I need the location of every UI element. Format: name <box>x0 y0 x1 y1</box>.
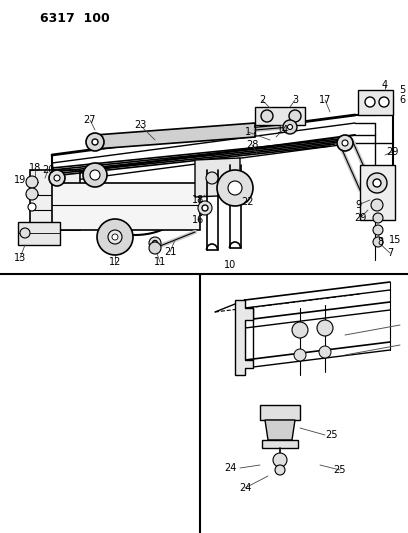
Text: 19: 19 <box>14 175 26 185</box>
Polygon shape <box>360 165 395 220</box>
Circle shape <box>288 125 293 130</box>
Circle shape <box>83 163 107 187</box>
Text: 21: 21 <box>164 247 176 257</box>
Text: 10: 10 <box>224 260 236 270</box>
Circle shape <box>92 139 98 145</box>
Polygon shape <box>262 440 298 448</box>
Circle shape <box>373 179 381 187</box>
Circle shape <box>275 465 285 475</box>
Text: 16: 16 <box>192 215 204 225</box>
Polygon shape <box>95 123 255 149</box>
Text: 6317  100: 6317 100 <box>40 12 110 25</box>
Polygon shape <box>18 222 60 245</box>
Text: 27: 27 <box>84 115 96 125</box>
Text: 14: 14 <box>277 125 289 135</box>
Circle shape <box>379 97 389 107</box>
Circle shape <box>206 172 218 184</box>
Circle shape <box>373 213 383 223</box>
Text: 8: 8 <box>377 237 383 247</box>
Text: 2: 2 <box>259 95 265 105</box>
Circle shape <box>86 133 104 151</box>
Circle shape <box>317 320 333 336</box>
Circle shape <box>198 201 212 215</box>
Text: 29: 29 <box>386 147 398 157</box>
Polygon shape <box>260 405 300 420</box>
Text: 5: 5 <box>399 85 405 95</box>
Circle shape <box>202 205 208 211</box>
Circle shape <box>273 453 287 467</box>
Circle shape <box>365 97 375 107</box>
Polygon shape <box>255 107 305 125</box>
Circle shape <box>373 225 383 235</box>
Circle shape <box>294 349 306 361</box>
Text: 20: 20 <box>42 165 54 175</box>
Circle shape <box>319 346 331 358</box>
Circle shape <box>153 240 157 246</box>
Text: 6: 6 <box>399 95 405 105</box>
Circle shape <box>112 234 118 240</box>
Circle shape <box>54 175 60 181</box>
Text: 25: 25 <box>334 465 346 475</box>
Circle shape <box>149 237 161 249</box>
Circle shape <box>373 237 383 247</box>
Polygon shape <box>235 300 253 375</box>
Circle shape <box>367 173 387 193</box>
Text: 24: 24 <box>239 483 251 493</box>
Text: 11: 11 <box>154 257 166 267</box>
Circle shape <box>90 170 100 180</box>
Text: 22: 22 <box>242 197 254 207</box>
Circle shape <box>26 176 38 188</box>
Circle shape <box>283 120 297 134</box>
Text: 29: 29 <box>354 213 366 223</box>
Circle shape <box>289 110 301 122</box>
Polygon shape <box>195 158 240 197</box>
Text: 15: 15 <box>389 235 401 245</box>
Circle shape <box>97 219 133 255</box>
Polygon shape <box>265 420 295 440</box>
Circle shape <box>342 140 348 146</box>
Text: 25: 25 <box>326 430 338 440</box>
Circle shape <box>217 170 253 206</box>
Circle shape <box>337 135 353 151</box>
Circle shape <box>371 199 383 211</box>
Circle shape <box>26 188 38 200</box>
Circle shape <box>20 228 30 238</box>
Text: 18: 18 <box>192 195 204 205</box>
Circle shape <box>228 181 242 195</box>
Text: 12: 12 <box>109 257 121 267</box>
Circle shape <box>292 322 308 338</box>
Circle shape <box>149 242 161 254</box>
Text: 17: 17 <box>319 95 331 105</box>
Circle shape <box>49 170 65 186</box>
Text: 9: 9 <box>355 200 361 210</box>
Polygon shape <box>52 183 200 230</box>
Circle shape <box>108 230 122 244</box>
Text: 1: 1 <box>245 127 251 137</box>
Text: 18: 18 <box>29 163 41 173</box>
Circle shape <box>261 110 273 122</box>
Text: 13: 13 <box>14 253 26 263</box>
Polygon shape <box>358 90 393 115</box>
Text: 3: 3 <box>292 95 298 105</box>
Text: 28: 28 <box>246 140 258 150</box>
Text: 23: 23 <box>134 120 146 130</box>
Text: 4: 4 <box>382 80 388 90</box>
Text: 7: 7 <box>387 248 393 258</box>
Circle shape <box>28 203 36 211</box>
Text: 24: 24 <box>224 463 236 473</box>
Polygon shape <box>30 170 80 230</box>
